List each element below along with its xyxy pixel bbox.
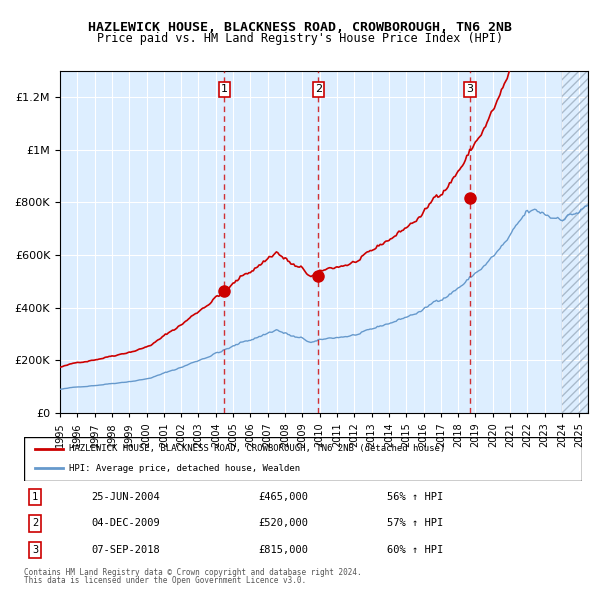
Text: 3: 3 [466,84,473,94]
Text: £520,000: £520,000 [259,519,308,529]
Text: 2: 2 [315,84,322,94]
Text: Price paid vs. HM Land Registry's House Price Index (HPI): Price paid vs. HM Land Registry's House … [97,32,503,45]
Text: 25-JUN-2004: 25-JUN-2004 [91,492,160,502]
Text: £465,000: £465,000 [259,492,308,502]
Text: 60% ↑ HPI: 60% ↑ HPI [387,545,443,555]
Text: Contains HM Land Registry data © Crown copyright and database right 2024.: Contains HM Land Registry data © Crown c… [24,568,362,577]
Text: This data is licensed under the Open Government Licence v3.0.: This data is licensed under the Open Gov… [24,576,306,585]
Text: 07-SEP-2018: 07-SEP-2018 [91,545,160,555]
Text: 04-DEC-2009: 04-DEC-2009 [91,519,160,529]
Text: HPI: Average price, detached house, Wealden: HPI: Average price, detached house, Weal… [68,464,300,473]
Text: 2: 2 [32,519,38,529]
Text: 1: 1 [32,492,38,502]
Text: 3: 3 [32,545,38,555]
Text: HAZLEWICK HOUSE, BLACKNESS ROAD, CROWBOROUGH, TN6 2NB (detached house): HAZLEWICK HOUSE, BLACKNESS ROAD, CROWBOR… [68,444,445,454]
Text: 56% ↑ HPI: 56% ↑ HPI [387,492,443,502]
Text: £815,000: £815,000 [259,545,308,555]
Text: HAZLEWICK HOUSE, BLACKNESS ROAD, CROWBOROUGH, TN6 2NB: HAZLEWICK HOUSE, BLACKNESS ROAD, CROWBOR… [88,21,512,34]
Text: 1: 1 [221,84,228,94]
Text: 57% ↑ HPI: 57% ↑ HPI [387,519,443,529]
